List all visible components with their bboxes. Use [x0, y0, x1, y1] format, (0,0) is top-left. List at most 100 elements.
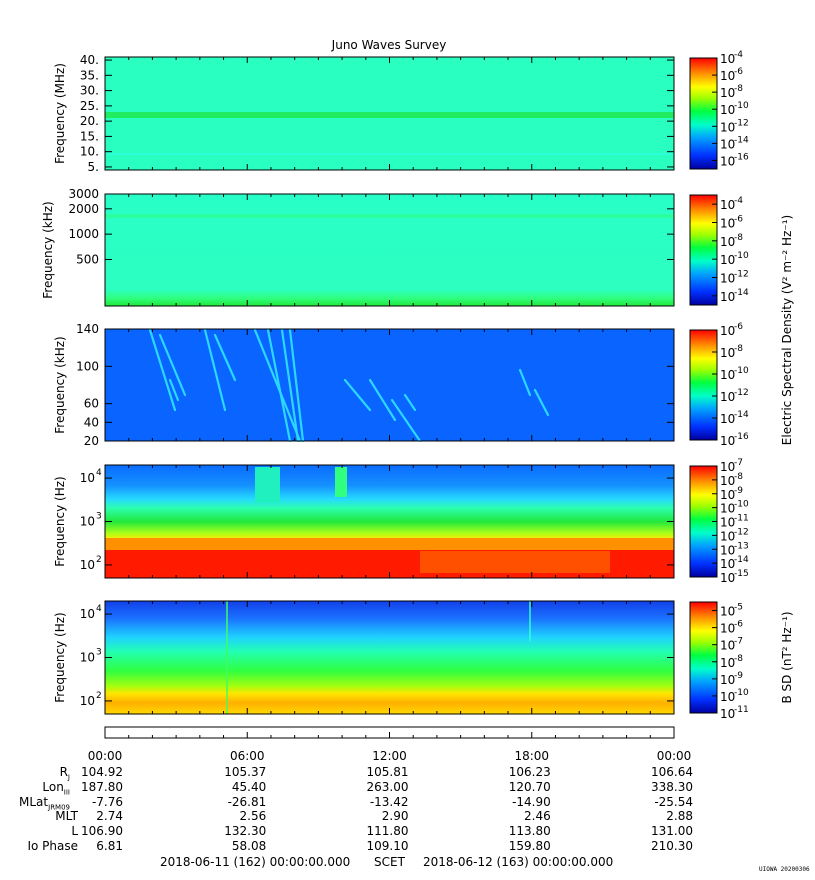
colorbar-tick-exponent: -10: [734, 500, 749, 510]
ephemeris-value: -13.42: [369, 794, 409, 809]
emission-streak-15: [168, 378, 180, 402]
colorbar-tick-exponent: -6: [734, 67, 743, 77]
colorbar-tick-exponent: -10: [734, 688, 749, 698]
colorbar-tick-exponent: -14: [734, 410, 749, 420]
y-tick-exponent: 4: [96, 468, 102, 478]
colorbar-tick-label: 10: [720, 137, 735, 151]
ephemeris-value: 131.00: [651, 824, 693, 839]
y-tick-label: 100: [76, 359, 99, 373]
ephemeris-value: 2.88: [666, 809, 693, 824]
ephemeris-value: 106.90: [81, 824, 123, 839]
emission-streak-5: [253, 328, 302, 443]
ephemeris-label-subscript: J: [67, 773, 70, 782]
time-tick-label: 00:00: [88, 749, 123, 763]
colorbar-tick-exponent: -4: [734, 196, 743, 206]
ephemeris-value: -7.76: [91, 794, 123, 809]
ephemeris-value: 120.70: [508, 779, 551, 794]
colorbar-tick-label: 10: [720, 253, 735, 267]
colorbar-tick-exponent: -4: [734, 50, 743, 60]
ephemeris-value: -26.81: [227, 794, 267, 809]
y-tick-label: 20: [84, 434, 99, 448]
ephemeris-label-subscript: JRM09: [48, 802, 70, 811]
emission-streak-14: [533, 388, 550, 417]
ephemeris-value: 105.37: [224, 765, 267, 779]
ephemeris-value: 2.90: [381, 809, 409, 824]
band-1700khz: [105, 214, 674, 218]
ephemeris-value: -25.54: [654, 794, 693, 809]
colorbar-tick-exponent: -9: [734, 671, 743, 681]
spectrogram-5-fill: [105, 601, 674, 714]
colorbar-tick-label: 10: [720, 529, 735, 543]
emission-streak-9: [343, 378, 372, 412]
band-low: [105, 153, 674, 155]
y-tick-label: 10: [80, 558, 95, 572]
ephemeris-value: 45.40: [231, 779, 267, 794]
ephemeris-value: 106.23: [508, 765, 551, 779]
colorbar-tick-label: 10: [720, 324, 735, 338]
spectrogram-panel-3: 140 100 60 40 20 Frequency (kHz): [53, 322, 675, 448]
y-tick-label: 25.: [80, 99, 99, 113]
colorbar-tick-label: 10: [720, 605, 735, 619]
footer-start: 2018-06-11 (162) 00:00:00.000: [160, 855, 351, 869]
ephemeris-value: 2.46: [524, 809, 551, 824]
time-tick-label: 00:00: [657, 749, 692, 763]
ephemeris-label: LonIII: [42, 779, 70, 797]
y-tick-label: 10: [80, 607, 95, 621]
colorbar-tick-label: 10: [720, 488, 735, 502]
y-axis-label: Frequency (kHz): [41, 201, 55, 298]
ephemeris-value: 111.80: [366, 824, 409, 839]
colorbar-tick-exponent: -11: [734, 514, 749, 524]
emission-streak-8: [288, 328, 305, 443]
colorbar-tick-exponent: -16: [734, 432, 749, 442]
ephemeris-value: 2.74: [96, 809, 123, 824]
y-tick-label: 20.: [80, 114, 99, 128]
colorbar-tick-label: 10: [720, 502, 735, 516]
ephemeris-value: -14.90: [512, 794, 551, 809]
ephemeris-label: Io Phase: [27, 839, 78, 853]
colorbar-tick-exponent: -14: [734, 135, 749, 145]
colorbar-tick-label: 10: [720, 272, 735, 286]
colorbar-tick-label: 10: [720, 557, 735, 571]
ephemeris-value: 187.80: [81, 779, 123, 794]
y-tick-label: 500: [76, 252, 99, 266]
y-tick-label: 40: [84, 415, 99, 429]
mid-band-patch: [420, 551, 610, 573]
colorbar-fill: [689, 601, 718, 714]
ephemeris-value: 338.30: [651, 779, 693, 794]
colorbar-tick-exponent: -9: [734, 486, 743, 496]
colorbar-4: 10-710-810-910-1010-1110-1210-1310-1410-…: [689, 458, 749, 585]
colorbar-tick-exponent: -5: [734, 603, 743, 613]
colorbar-tick-label: 10: [720, 474, 735, 488]
colorbar-tick-label: 10: [720, 571, 735, 585]
footer-end: 2018-06-12 (163) 00:00:00.000: [423, 855, 614, 869]
colorbar-tick-label: 10: [720, 656, 735, 670]
y-tick-exponent: 3: [96, 648, 102, 658]
ephemeris-value: 104.92: [81, 765, 123, 779]
colorbar-tick-label: 10: [720, 543, 735, 557]
y-tick-exponent: 2: [96, 691, 102, 701]
transition-band: [105, 538, 674, 550]
colorbar-tick-exponent: -14: [734, 555, 749, 565]
colorbar-tick-label: 10: [720, 707, 735, 721]
colorbar-tick-label: 10: [720, 217, 735, 231]
emission-streak-10: [368, 378, 397, 422]
ephemeris-value: 159.80: [508, 839, 551, 853]
creation-stamp: UIOWA 20200306: [759, 866, 810, 873]
ephemeris-label-subscript: III: [63, 788, 70, 797]
burst-patch-1: [255, 467, 280, 503]
spectrogram-2-fill: [105, 194, 674, 306]
colorbar-tick-exponent: -11: [734, 705, 749, 715]
ephemeris-value: 2.56: [239, 809, 267, 824]
spectrogram-panel-1: 40.35. 30.25.20.15. 10.5. Frequency (MHz): [53, 53, 675, 174]
time-tick-label: 06:00: [230, 749, 265, 763]
emission-streak-2: [158, 333, 187, 397]
colorbar-tick-exponent: -7: [734, 458, 743, 468]
ephemeris-value: 113.80: [508, 824, 551, 839]
colorbar-tick-exponent: -7: [734, 637, 743, 647]
colorbar-tick-label: 10: [720, 460, 735, 474]
